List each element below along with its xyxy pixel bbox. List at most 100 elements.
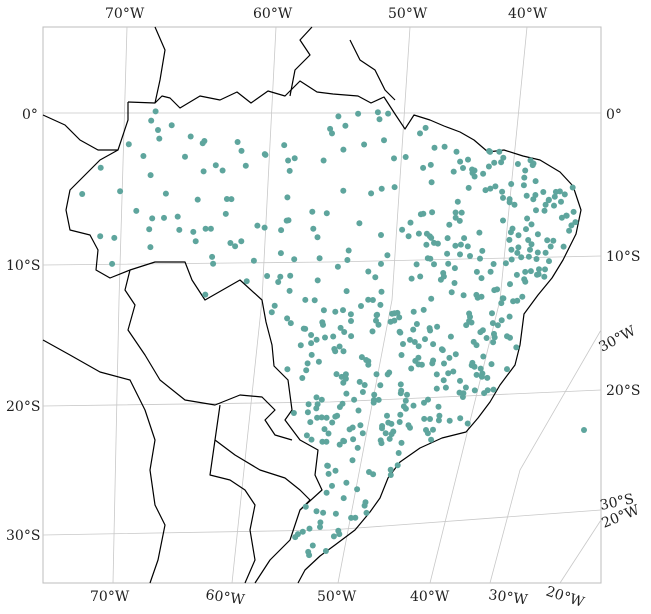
station-dot xyxy=(551,202,557,209)
station-dot xyxy=(527,246,533,253)
station-dot xyxy=(547,243,554,250)
station-dot xyxy=(330,333,337,340)
station-dot xyxy=(323,210,330,217)
station-dot xyxy=(405,233,412,240)
station-dot xyxy=(402,154,409,160)
station-dot xyxy=(519,293,526,300)
station-dot xyxy=(133,207,140,214)
station-dot xyxy=(314,234,321,241)
station-dot xyxy=(391,184,398,191)
station-dot xyxy=(200,168,207,175)
station-dot xyxy=(470,338,477,345)
station-dot xyxy=(354,486,361,493)
station-dot xyxy=(152,108,159,115)
station-dot xyxy=(174,213,181,220)
station-dot xyxy=(506,196,513,203)
station-dot xyxy=(262,151,269,158)
station-dot xyxy=(507,281,513,288)
paraguay-argentina-border xyxy=(214,404,311,511)
station-dot xyxy=(490,261,497,267)
top-label-70w: 70°W xyxy=(105,6,145,22)
station-dot xyxy=(477,365,484,372)
left-label-30s: 30°S xyxy=(6,528,40,544)
station-dot xyxy=(375,396,382,403)
station-dot xyxy=(420,306,427,313)
station-dot xyxy=(343,479,350,486)
station-dot xyxy=(373,312,380,319)
bolivia-paraguay-border xyxy=(124,269,293,441)
station-dot xyxy=(340,307,346,314)
station-dot xyxy=(423,241,430,248)
station-dot xyxy=(320,157,327,164)
station-dot xyxy=(453,148,460,155)
station-dot xyxy=(314,277,321,284)
station-dot xyxy=(311,297,318,304)
station-dot xyxy=(550,237,557,244)
station-dot xyxy=(300,325,307,332)
station-dot xyxy=(490,339,497,346)
station-dot xyxy=(394,309,401,316)
station-dot xyxy=(572,219,579,226)
station-dot xyxy=(278,227,285,234)
station-dot xyxy=(478,275,485,282)
station-dot xyxy=(561,191,568,198)
station-dot xyxy=(525,253,532,260)
station-dot xyxy=(545,197,552,204)
station-dot xyxy=(514,249,521,256)
left-label-20s: 20°S xyxy=(6,399,40,415)
station-dot xyxy=(400,341,406,347)
station-dot xyxy=(391,155,397,162)
station-dot xyxy=(500,194,506,201)
station-dot xyxy=(425,396,431,403)
station-dot xyxy=(285,157,292,164)
station-dot xyxy=(182,153,188,160)
station-dot xyxy=(504,366,510,373)
station-dot xyxy=(452,242,459,249)
station-dot xyxy=(452,351,459,358)
station-dot xyxy=(499,188,506,195)
station-dot xyxy=(332,308,339,315)
station-dot xyxy=(336,404,343,410)
station-dot xyxy=(410,402,417,409)
station-dot xyxy=(336,441,343,448)
station-dot xyxy=(518,254,525,261)
station-dot xyxy=(422,124,429,131)
station-dot xyxy=(484,374,491,381)
right-label-10s: 10°S xyxy=(606,249,640,265)
station-dot xyxy=(250,257,257,264)
station-dot xyxy=(318,396,325,403)
station-dot xyxy=(322,334,328,341)
station-dot xyxy=(315,358,322,365)
station-dot xyxy=(542,201,549,208)
station-dot xyxy=(192,238,199,245)
station-dot xyxy=(498,300,505,307)
station-dot xyxy=(541,207,548,214)
station-dot xyxy=(359,430,366,437)
station-dot xyxy=(451,280,458,286)
station-dot-offshore xyxy=(581,427,587,433)
station-dot xyxy=(491,330,497,337)
station-dot xyxy=(440,377,447,384)
station-dot xyxy=(238,147,245,154)
station-dot xyxy=(407,336,413,343)
station-dot xyxy=(427,327,434,334)
station-dot xyxy=(321,426,328,433)
station-dot xyxy=(500,217,506,224)
station-dot xyxy=(358,303,364,309)
station-dot xyxy=(454,198,461,205)
bottom-label-40w: 40°W xyxy=(410,589,450,605)
station-dot xyxy=(397,381,404,388)
station-dot xyxy=(430,341,437,348)
station-dot xyxy=(467,313,473,320)
station-dot xyxy=(462,384,469,391)
station-dot xyxy=(337,324,344,331)
station-dot xyxy=(510,298,517,305)
station-dot xyxy=(219,167,226,174)
station-dot xyxy=(371,391,378,398)
peru-bolivia-border xyxy=(42,339,166,584)
station-dot xyxy=(176,226,183,233)
station-dot xyxy=(147,244,154,251)
station-dot xyxy=(490,386,497,393)
station-dot xyxy=(465,156,471,163)
station-dot xyxy=(378,185,385,192)
